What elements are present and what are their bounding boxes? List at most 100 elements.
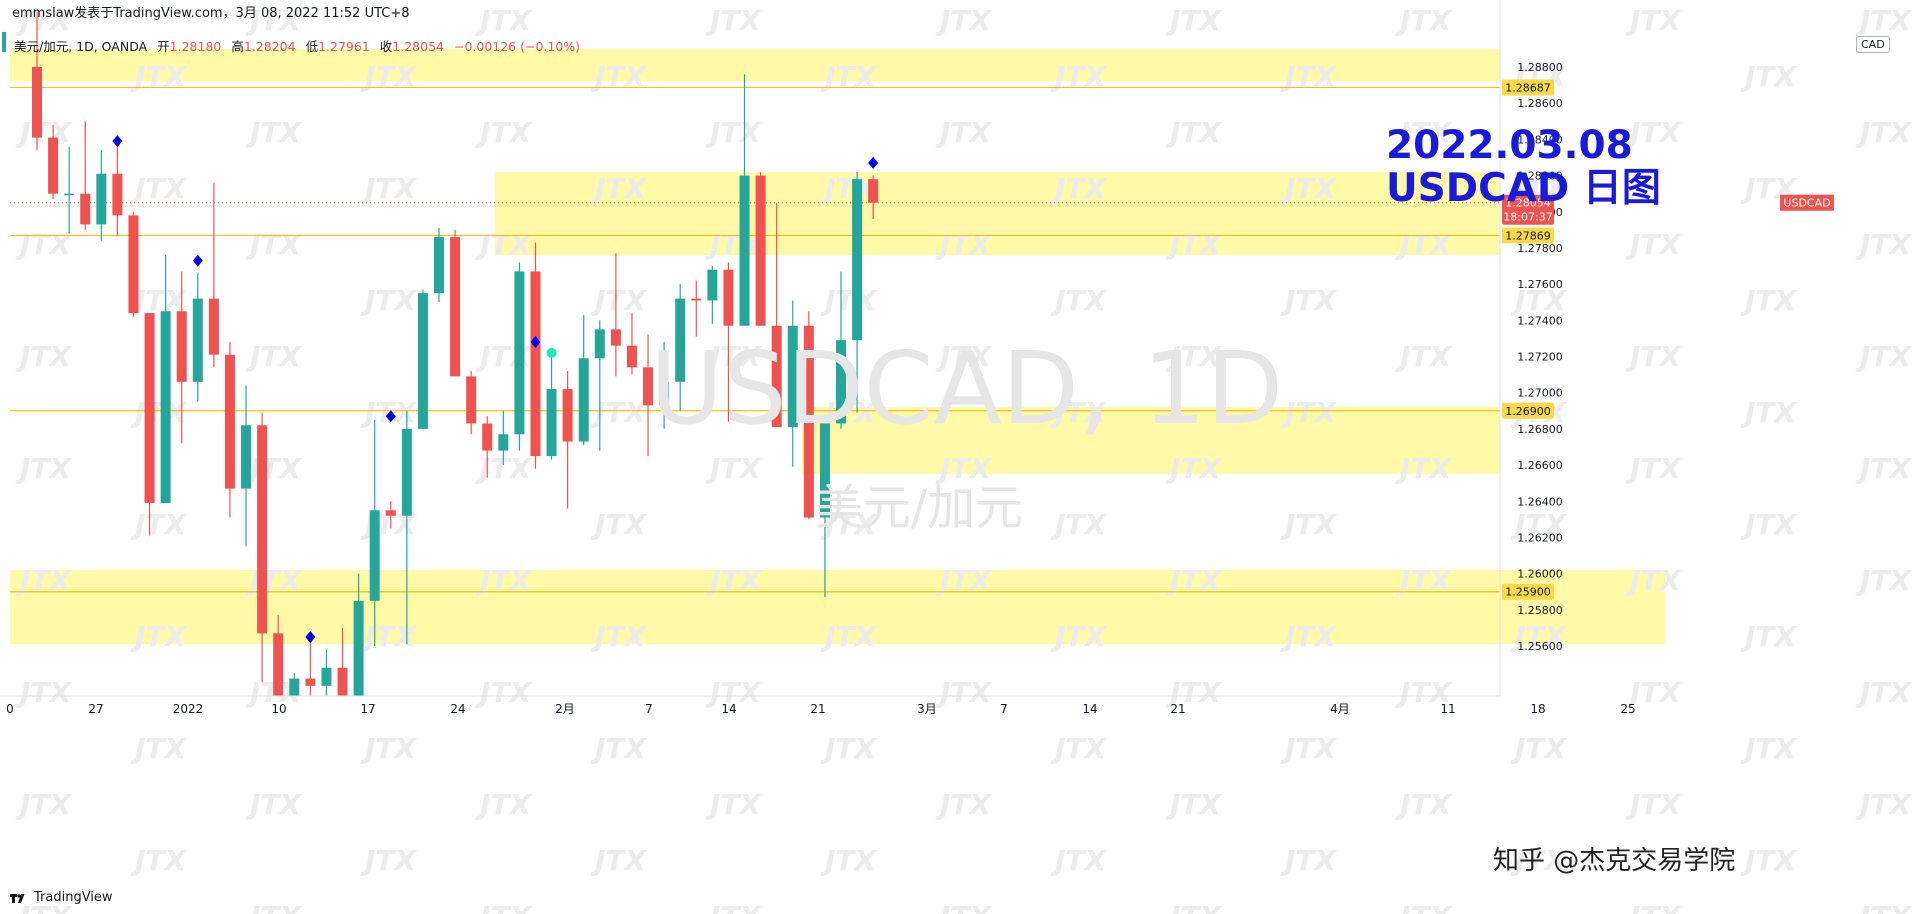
candle[interactable] [208, 182, 219, 368]
jtx-watermark: JTX [130, 172, 188, 205]
candle[interactable] [385, 501, 396, 529]
candle[interactable] [868, 175, 879, 219]
candle[interactable] [594, 320, 605, 451]
x-tick-label: 21 [810, 702, 825, 716]
jtx-watermark: JTX [1510, 284, 1568, 317]
candle-body [401, 428, 412, 516]
candle[interactable] [96, 150, 107, 241]
candle[interactable] [353, 573, 364, 696]
candle[interactable] [128, 211, 139, 317]
close-value: 1.28054 [392, 39, 444, 54]
candle-body [128, 215, 139, 314]
currency-button[interactable]: CAD [1856, 36, 1890, 53]
jtx-watermark: JTX [1395, 228, 1453, 261]
jtx-watermark: JTX [705, 116, 763, 149]
current-symbol-tag-label: USDCAD [1783, 197, 1830, 210]
jtx-watermark: JTX [15, 676, 73, 709]
jtx-watermark: JTX [360, 844, 418, 877]
y-tick-label: 1.28600 [1517, 97, 1563, 110]
x-tick-label: 3月 [917, 702, 937, 716]
candle[interactable] [819, 423, 830, 598]
candle[interactable] [369, 419, 380, 646]
candle[interactable] [32, 12, 42, 151]
jtx-watermark: JTX [1625, 4, 1683, 37]
jtx-watermark: JTX [475, 900, 533, 914]
candle[interactable] [401, 410, 412, 645]
candle[interactable] [64, 146, 75, 234]
credit-text: 知乎 @杰克交易学院 [1493, 846, 1736, 876]
candle[interactable] [659, 342, 670, 429]
candle[interactable] [852, 171, 863, 413]
candle[interactable] [273, 615, 284, 696]
candle[interactable] [112, 146, 123, 236]
candle[interactable] [466, 370, 477, 435]
candle[interactable] [498, 410, 509, 466]
candle[interactable] [739, 74, 750, 326]
candle-body [498, 434, 509, 451]
candle[interactable] [224, 342, 235, 518]
jtx-watermark: JTX [935, 676, 993, 709]
tradingview-logo[interactable]: TradingView [10, 890, 113, 905]
candle[interactable] [514, 262, 525, 451]
x-tick-label: 7 [1000, 702, 1008, 716]
candle[interactable] [144, 313, 155, 536]
candle[interactable] [723, 262, 734, 422]
candle[interactable] [160, 255, 171, 504]
candle[interactable] [755, 171, 766, 326]
candle[interactable] [48, 124, 59, 200]
candle[interactable] [241, 385, 252, 547]
jtx-watermark: JTX [590, 620, 648, 653]
candle-body [96, 173, 107, 225]
candle[interactable] [257, 412, 268, 683]
candle[interactable] [305, 640, 316, 696]
candle[interactable] [482, 416, 493, 478]
candle[interactable] [643, 334, 654, 457]
candle[interactable] [578, 314, 589, 446]
jtx-watermark: JTX [130, 508, 188, 541]
jtx-watermark: JTX [1395, 340, 1453, 373]
signal-diamond-marker [192, 254, 203, 267]
candle[interactable] [803, 311, 814, 520]
candle[interactable] [434, 228, 444, 303]
candle[interactable] [610, 253, 621, 377]
publish-info: emmslaw发表于TradingView.com，3月 08, 2022 11… [12, 6, 410, 21]
jtx-watermark: JTX [245, 452, 303, 485]
y-tick-label: 1.27800 [1517, 242, 1563, 255]
candle[interactable] [289, 673, 300, 696]
candle[interactable] [562, 370, 573, 509]
candle[interactable] [707, 266, 718, 324]
candle[interactable] [176, 271, 187, 444]
candle[interactable] [546, 356, 557, 460]
jtx-watermark: JTX [1855, 676, 1913, 709]
jtx-watermark: JTX [130, 60, 188, 93]
jtx-watermark: JTX [590, 60, 648, 93]
jtx-watermark: JTX [475, 676, 533, 709]
candle[interactable] [80, 121, 91, 230]
candle[interactable] [530, 242, 541, 469]
candle[interactable] [836, 271, 846, 429]
candle[interactable] [417, 289, 428, 429]
candle[interactable] [787, 300, 798, 467]
candle[interactable] [626, 313, 637, 375]
candle[interactable] [337, 627, 348, 696]
candle[interactable] [771, 202, 782, 428]
jtx-watermark: JTX [245, 228, 303, 261]
jtx-watermark: JTX [245, 4, 303, 37]
candle[interactable] [321, 649, 332, 696]
level-lines-layer [10, 86, 1500, 593]
jtx-watermark: JTX [935, 788, 993, 821]
candle[interactable] [192, 273, 203, 402]
candle[interactable] [691, 280, 702, 337]
symbol-line[interactable]: 美元/加元, 1D, OANDA [14, 39, 148, 54]
candle[interactable] [450, 229, 461, 377]
candle-body [450, 237, 461, 377]
jtx-watermark: JTX [360, 396, 418, 429]
candle-body [273, 633, 284, 696]
x-tick-label: 0 [6, 702, 14, 716]
jtx-watermark: JTX [1165, 340, 1223, 373]
candle[interactable] [675, 284, 686, 411]
candle-body [626, 345, 637, 368]
legend-collapse-handle[interactable] [2, 32, 6, 52]
jtx-watermark: JTX [245, 788, 303, 821]
